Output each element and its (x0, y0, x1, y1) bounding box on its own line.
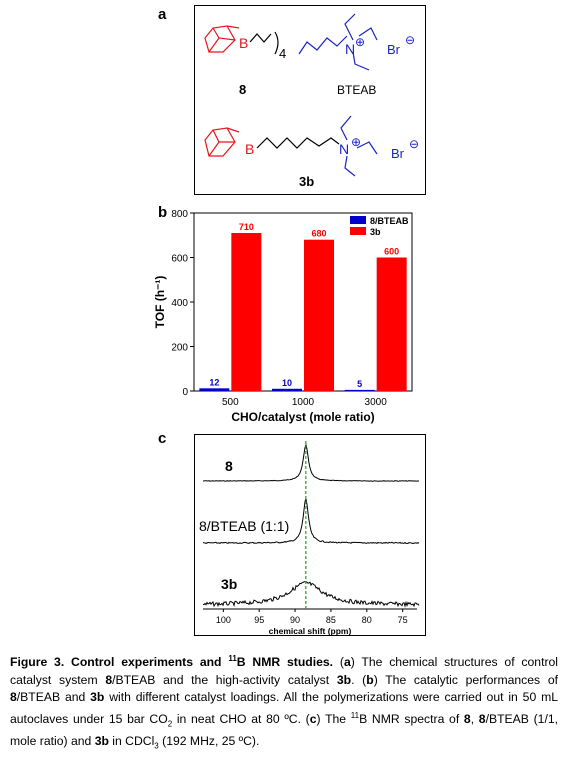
nmr-x-tick-label: 75 (398, 615, 408, 625)
caption-8b: 8 (10, 690, 17, 705)
caption-text-2: ) The chemical structures of control cat… (10, 655, 559, 687)
bteab-structure (298, 13, 378, 71)
caption-text-1: ( (333, 655, 344, 670)
y-tick-label: 200 (171, 343, 188, 354)
nmr-x-label: chemical shift (ppm) (269, 626, 352, 635)
x-tick-label: 3000 (365, 397, 388, 408)
compound-8-boron: B (239, 35, 248, 51)
caption-3bc: 3b (94, 733, 109, 748)
bar-8-bteab (344, 389, 375, 391)
caption-text-10: B NMR spectra of (359, 711, 464, 726)
panel-a-letter: a (158, 6, 167, 23)
caption-3ba: 3b (336, 672, 352, 687)
caption-c: c (309, 711, 317, 726)
nmr-trace-label-8-bteab: 8/BTEAB (1:1) (199, 518, 289, 534)
caption-text-7: with different catalyst loadings. All th… (10, 690, 559, 726)
bteab-label: BTEAB (337, 83, 376, 97)
caption-text-4: . ( (351, 672, 367, 687)
nmr-x-tick-label: 85 (326, 615, 336, 625)
panel-c-nmr: 8 8/BTEAB (1:1) 3b chemical shift (ppm) … (194, 434, 426, 636)
y-tick-label: 800 (171, 209, 188, 220)
bar-value-label: 12 (209, 377, 219, 387)
nmr-trace-label-3b: 3b (221, 576, 237, 592)
legend-swatch (350, 227, 366, 235)
compound-8-subscript: 4 (279, 46, 286, 61)
caption-text-12: /BTEAB (1/1, mole ratio) and (10, 711, 558, 748)
compound-3b-bbn (204, 127, 240, 157)
caption-a: a (343, 655, 351, 670)
caption-sub-2: 2 (167, 719, 173, 729)
bteab-counter-ion: Br (387, 42, 401, 57)
panel-b-letter: b (158, 204, 168, 221)
bar-8-bteab (199, 388, 230, 391)
legend-swatch (350, 216, 366, 224)
compound-8-label: 8 (239, 82, 246, 97)
nmr-x-tick-label: 80 (362, 615, 372, 625)
bar-value-label: 5 (357, 379, 362, 389)
caption-text-13: in CDCl (108, 733, 155, 748)
caption-text-6: /BTEAB and (16, 690, 91, 705)
bar-3b (376, 257, 407, 391)
caption-8a: 8 (105, 672, 113, 687)
legend-label: 3b (370, 227, 381, 237)
figure-caption: Figure 3. Control experiments and 11B NM… (10, 650, 558, 755)
compound-3b-anion-charge: ⊖ (409, 137, 419, 151)
x-axis-label: CHO/catalyst (mole ratio) (231, 410, 374, 424)
caption-sup-11: 11 (228, 654, 237, 663)
bar-value-label: 710 (239, 222, 254, 232)
caption-3bb: 3b (90, 690, 105, 705)
compound-3b-cation-charge: ⊕ (351, 135, 361, 149)
nmr-x-tick-label: 95 (254, 615, 264, 625)
caption-text-8: in neat CHO at 80 ºC. ( (172, 711, 310, 726)
bar-3b (304, 239, 334, 391)
compound-3b-ammonium (340, 115, 378, 177)
x-tick-label: 1000 (292, 397, 315, 408)
compound-8-structure (204, 25, 240, 53)
x-tick-label: 500 (222, 397, 239, 408)
nmr-trace-8-bteab (202, 497, 420, 545)
bar-8-bteab (272, 388, 302, 391)
nmr-trace-3b (203, 581, 420, 608)
nmr-trace-8 (203, 443, 420, 482)
bteab-nitrogen: N (345, 41, 355, 57)
caption-text-14: (192 MHz, 25 ºC). (158, 733, 260, 748)
caption-text-9: ) The (316, 711, 351, 726)
bteab-cation-charge: ⊕ (355, 35, 365, 49)
caption-b: b (366, 672, 374, 687)
compound-3b-counter-ion: Br (391, 146, 405, 161)
compound-3b-nitrogen: N (339, 141, 349, 157)
compound-3b-label: 3b (299, 174, 314, 189)
caption-text-11: , (470, 711, 479, 726)
bar-value-label: 680 (311, 229, 326, 239)
caption-sup-11b: 11 (350, 710, 360, 720)
caption-8d: 8 (478, 711, 486, 726)
caption-text-5: ) The catalytic performances of (373, 672, 559, 687)
compound-3b-chain (256, 137, 340, 149)
caption-8c: 8 (463, 711, 471, 726)
nmr-x-tick-label: 90 (290, 615, 300, 625)
panel-c-letter: c (158, 430, 167, 447)
compound-3b-boron: B (245, 141, 254, 157)
compound-8-chain (249, 31, 279, 55)
y-tick-label: 0 (182, 387, 188, 398)
caption-sub-3: 3 (154, 741, 159, 750)
caption-fig-label: Figure 3. Control experiments and (10, 655, 229, 670)
bar-value-label: 600 (384, 247, 399, 257)
y-axis-label: TOF (h⁻¹) (153, 276, 167, 329)
bar-value-label: 10 (282, 378, 292, 388)
nmr-trace-label-8: 8 (225, 458, 233, 474)
bar-3b (231, 233, 262, 391)
legend-label: 8/BTEAB (370, 216, 409, 226)
caption-title-rest: B NMR studies. (236, 655, 334, 670)
caption-text-3: /BTEAB and the high-activity catalyst (112, 672, 337, 687)
y-tick-label: 600 (171, 254, 188, 265)
bteab-anion-charge: ⊖ (405, 33, 415, 47)
y-tick-label: 400 (171, 298, 188, 309)
nmr-x-tick-label: 100 (216, 615, 231, 625)
panel-a-structures: B 4 8 N ⊕ Br ⊖ BTEAB B (194, 5, 426, 195)
